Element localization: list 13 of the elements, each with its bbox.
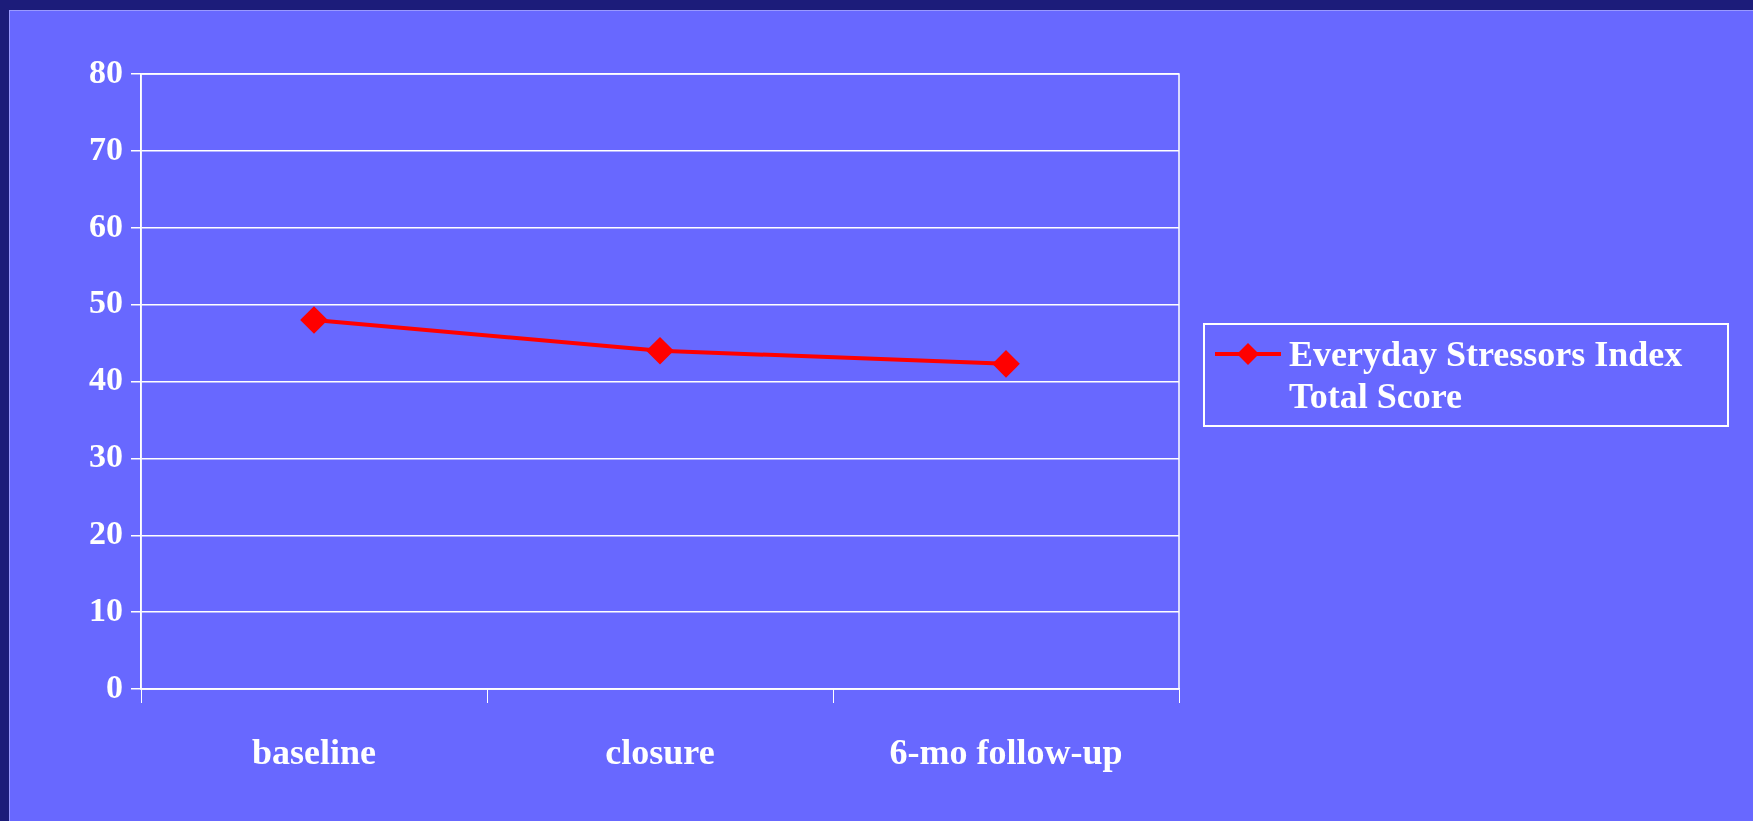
x-tick-label: baseline: [251, 731, 377, 772]
y-tick-label: 40: [89, 360, 123, 398]
y-tick-label: 80: [89, 52, 123, 90]
legend-label: Everyday Stressors Index Total Score: [1289, 333, 1684, 417]
y-tick-label: 50: [89, 283, 123, 321]
y-tick-label: 10: [89, 590, 123, 628]
y-tick-label: 0: [106, 667, 123, 705]
y-tick-label: 20: [89, 514, 123, 552]
y-tick-label: 70: [89, 129, 123, 167]
x-tick-label: 6-mo follow-up: [889, 731, 1123, 772]
y-tick-label: 30: [89, 437, 123, 475]
x-tick-label: closure: [605, 731, 715, 772]
y-tick-label: 60: [89, 206, 123, 244]
